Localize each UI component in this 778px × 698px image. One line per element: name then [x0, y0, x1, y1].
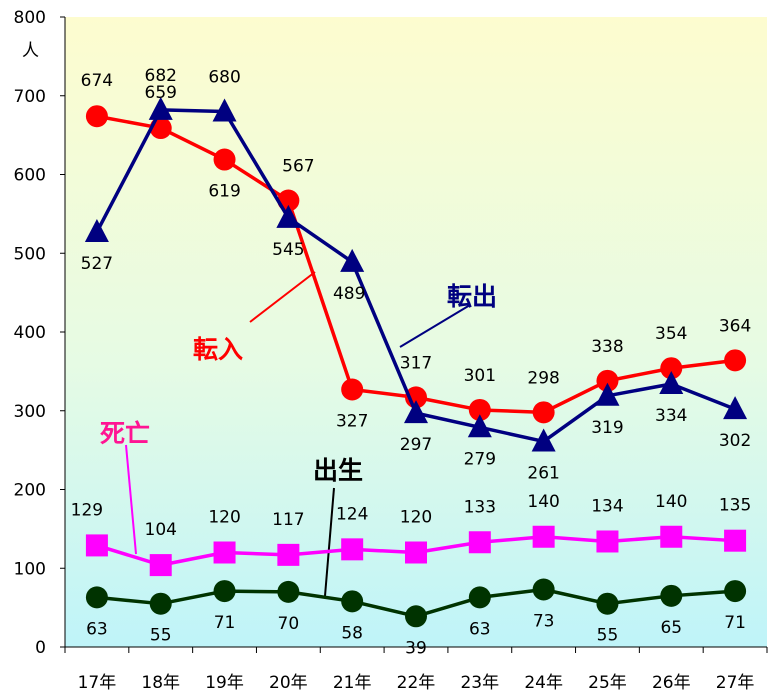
series-3-point	[596, 593, 618, 615]
y-tick-label: 600	[14, 166, 46, 186]
data-label: 134	[591, 496, 623, 516]
series-3-point	[533, 579, 555, 601]
series-2-point	[469, 531, 491, 553]
data-label: 104	[145, 520, 177, 540]
data-label: 71	[724, 613, 746, 633]
x-tick-label: 26年	[652, 673, 691, 693]
y-tick-label: 0	[35, 638, 46, 658]
series-3-point	[214, 580, 236, 602]
legend-label-shussei: 出生	[313, 456, 363, 485]
x-tick-label: 22年	[397, 673, 436, 693]
data-label: 73	[533, 612, 555, 632]
y-tick-label: 300	[14, 402, 46, 422]
legend-label-tenshutsu: 転出	[447, 282, 497, 311]
series-0-point	[724, 349, 746, 371]
data-label: 674	[81, 71, 113, 91]
y-ticks: 0 100 200 300 400 500 600 700 800	[14, 8, 65, 658]
x-tick-label: 19年	[205, 673, 244, 693]
data-label: 55	[597, 626, 619, 646]
x-tick-label: 23年	[460, 673, 499, 693]
series-2-point	[86, 534, 108, 556]
series-0-point	[214, 149, 236, 171]
data-label: 334	[655, 406, 687, 426]
data-label: 279	[464, 449, 496, 469]
data-label: 338	[591, 337, 623, 357]
data-label: 120	[208, 508, 240, 528]
series-2-point	[724, 530, 746, 552]
series-3-point	[277, 581, 299, 603]
data-label: 545	[272, 240, 304, 260]
legend-label-shibou: 死亡	[100, 419, 150, 448]
x-tick-label: 24年	[524, 673, 563, 693]
data-label: 120	[400, 508, 432, 528]
data-label: 63	[86, 619, 108, 639]
series-0-point	[86, 105, 108, 127]
data-label: 124	[336, 504, 368, 524]
data-label: 135	[719, 496, 751, 516]
series-3-point	[724, 580, 746, 602]
data-label: 63	[469, 619, 491, 639]
data-label: 682	[145, 66, 177, 86]
y-tick-label: 400	[14, 323, 46, 343]
data-label: 317	[400, 353, 432, 373]
data-label: 301	[464, 366, 496, 386]
series-3-point	[660, 585, 682, 607]
x-tick-label: 20年	[269, 673, 308, 693]
data-label: 117	[272, 510, 304, 530]
y-unit-label: 人	[22, 41, 39, 61]
data-label: 354	[655, 324, 687, 344]
data-label: 58	[341, 623, 363, 643]
data-label: 65	[660, 618, 682, 638]
data-label: 70	[278, 614, 300, 634]
series-3-point	[150, 593, 172, 615]
y-tick-label: 100	[14, 559, 46, 579]
x-tick-label: 25年	[588, 673, 627, 693]
x-tick-label: 17年	[78, 673, 117, 693]
series-2-point	[341, 538, 363, 560]
data-label: 527	[81, 254, 113, 274]
data-label: 567	[282, 156, 314, 176]
legend-label-tennyu: 転入	[193, 335, 243, 364]
x-tick-label: 18年	[141, 673, 180, 693]
data-label: 140	[527, 492, 559, 512]
data-label: 298	[527, 368, 559, 388]
y-tick-label: 500	[14, 244, 46, 264]
data-label: 297	[400, 435, 432, 455]
data-label: 680	[208, 68, 240, 88]
y-tick-label: 200	[14, 481, 46, 501]
series-3-point	[341, 590, 363, 612]
y-tick-label: 700	[14, 87, 46, 107]
series-2-point	[405, 542, 427, 564]
data-label: 619	[208, 182, 240, 202]
data-label: 489	[333, 284, 365, 304]
series-0-point	[341, 378, 363, 400]
data-label: 261	[527, 463, 559, 483]
series-2-point	[660, 526, 682, 548]
data-label: 302	[719, 431, 751, 451]
series-2-point	[150, 554, 172, 576]
series-2-point	[596, 530, 618, 552]
y-tick-label: 800	[14, 8, 46, 28]
data-label: 327	[336, 411, 368, 431]
data-label: 659	[145, 83, 177, 103]
data-label: 140	[655, 492, 687, 512]
data-label: 364	[719, 316, 751, 336]
series-3-point	[86, 586, 108, 608]
data-label: 129	[71, 500, 103, 520]
series-2-point	[277, 544, 299, 566]
data-label: 319	[591, 418, 623, 438]
series-0-point	[533, 401, 555, 423]
series-2-point	[214, 542, 236, 564]
data-label: 133	[464, 497, 496, 517]
data-label: 71	[214, 613, 236, 633]
data-label: 39	[405, 638, 427, 658]
series-2-point	[533, 526, 555, 548]
series-3-point	[469, 586, 491, 608]
x-tick-label: 27年	[716, 673, 755, 693]
series-3-point	[405, 605, 427, 627]
data-label: 55	[150, 626, 172, 646]
x-tick-label: 21年	[333, 673, 372, 693]
